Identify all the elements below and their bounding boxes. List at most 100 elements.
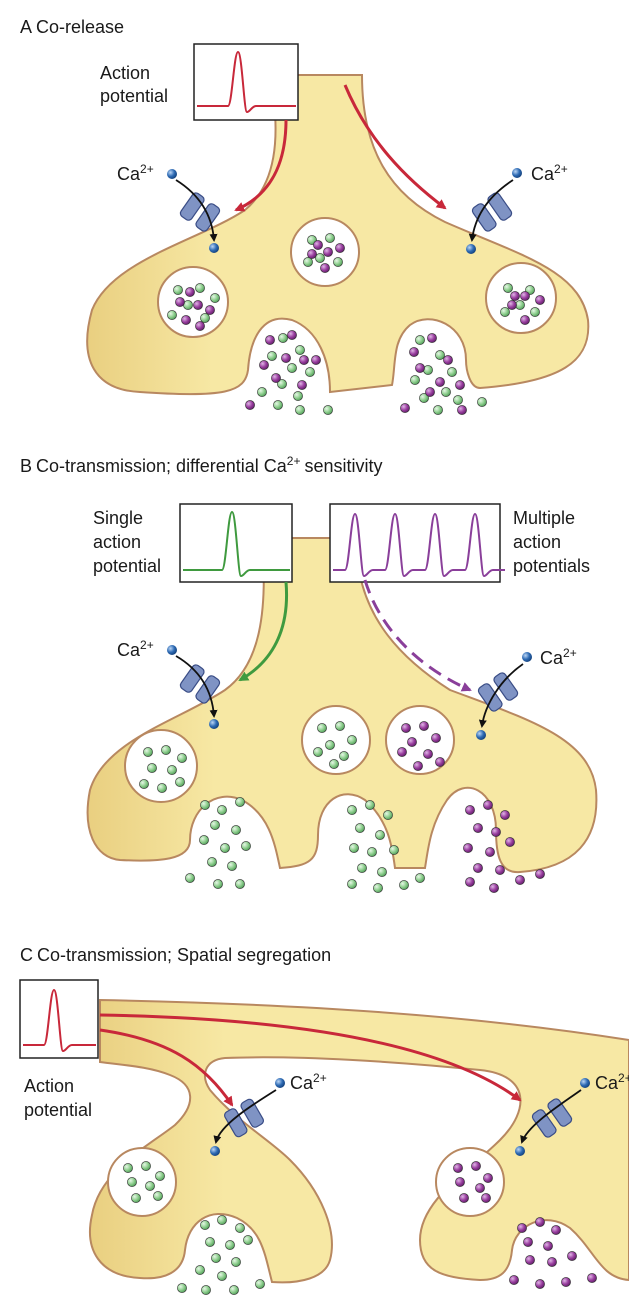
- transmitter-molecule: [235, 879, 245, 889]
- transmitter-molecule: [410, 375, 420, 385]
- transmitter-molecule: [311, 355, 321, 365]
- transmitter-molecule: [175, 777, 185, 787]
- transmitter-molecule: [561, 1277, 571, 1287]
- transmitter-molecule: [235, 1223, 245, 1233]
- transmitter-molecule: [227, 861, 237, 871]
- multiple-action-potentials-trace: [329, 503, 505, 583]
- signal-arrow-right: [99, 1013, 522, 1102]
- panel-b-title: B Co-transmission; differential Ca2+ sensi…: [20, 454, 383, 476]
- trace-label-line1: Action: [24, 1076, 74, 1096]
- transmitter-molecule: [447, 367, 457, 377]
- transmitter-molecule: [317, 723, 327, 733]
- transmitter-molecule: [419, 721, 429, 731]
- transmitter-molecule: [145, 1181, 155, 1191]
- transmitter-molecule: [307, 249, 317, 259]
- calcium-channel-icon: [224, 1098, 264, 1138]
- transmitter-molecule: [443, 355, 453, 365]
- transmitter-molecule: [347, 805, 357, 815]
- transmitter-molecule: [267, 351, 277, 361]
- trace-label-line2: potential: [24, 1100, 92, 1120]
- transmitter-molecule: [389, 845, 399, 855]
- transmitter-molecule: [201, 1285, 211, 1295]
- ion-label-right: Ca2+: [531, 162, 568, 184]
- transmitter-molecule: [535, 1217, 545, 1227]
- calcium-ion-icon: [512, 168, 522, 178]
- transmitter-molecule: [181, 315, 191, 325]
- transmitter-molecule: [433, 405, 443, 415]
- transmitter-molecule: [525, 1255, 535, 1265]
- transmitter-molecule: [147, 763, 157, 773]
- transmitter-molecule: [383, 810, 393, 820]
- transmitter-molecule: [303, 257, 313, 267]
- transmitter-molecule: [399, 880, 409, 890]
- calcium-ion-icon: [167, 169, 177, 179]
- transmitter-molecule: [123, 1163, 133, 1173]
- transmitter-molecule: [431, 733, 441, 743]
- transmitter-molecule: [453, 395, 463, 405]
- transmitter-molecule: [220, 843, 230, 853]
- transmitter-molecule: [415, 363, 425, 373]
- transmitter-molecule: [210, 293, 220, 303]
- calcium-ion-icon: [209, 719, 219, 729]
- transmitter-molecule: [255, 1279, 265, 1289]
- transmitter-molecule: [530, 307, 540, 317]
- transmitter-molecule: [520, 291, 530, 301]
- transmitter-molecule: [323, 247, 333, 257]
- action-potential-trace: [193, 43, 299, 121]
- ion-label-left: Ca2+: [290, 1071, 327, 1093]
- transmitter-molecule: [500, 307, 510, 317]
- transmitter-molecule: [543, 1241, 553, 1251]
- calcium-channel-icon: [531, 1098, 573, 1138]
- transmitter-molecule: [339, 751, 349, 761]
- transmitter-molecule: [257, 387, 267, 397]
- transmitter-molecule: [453, 1163, 463, 1173]
- transmitter-molecule: [349, 843, 359, 853]
- transmitter-molecule: [141, 1161, 151, 1171]
- multiple-label-line3: potentials: [513, 556, 590, 576]
- multiple-label-line1: Multiple: [513, 508, 575, 528]
- transmitter-molecule: [495, 865, 505, 875]
- transmitter-molecule: [217, 805, 227, 815]
- transmitter-molecule: [441, 387, 451, 397]
- transmitter-molecule: [217, 1215, 227, 1225]
- transmitter-molecule: [157, 783, 167, 793]
- transmitter-molecule: [547, 1257, 557, 1267]
- transmitter-molecule: [465, 805, 475, 815]
- transmitter-molecule: [473, 863, 483, 873]
- transmitter-molecule: [335, 721, 345, 731]
- calcium-ion-icon: [522, 652, 532, 662]
- transmitter-molecule: [489, 883, 499, 893]
- transmitter-molecule: [400, 403, 410, 413]
- transmitter-molecule: [455, 380, 465, 390]
- transmitter-molecule: [313, 240, 323, 250]
- transmitter-molecule: [587, 1273, 597, 1283]
- transmitter-molecule: [195, 283, 205, 293]
- panel-b: B Co-transmission; differential Ca2+ sensi…: [20, 454, 598, 893]
- transmitter-molecules-b: [139, 721, 545, 893]
- transmitter-molecule: [510, 291, 520, 301]
- transmitter-molecule: [211, 1253, 221, 1263]
- transmitter-molecule: [325, 740, 335, 750]
- transmitter-molecule: [213, 879, 223, 889]
- calcium-ion-icon: [580, 1078, 590, 1088]
- transmitter-molecule: [200, 1220, 210, 1230]
- transmitter-molecule: [200, 800, 210, 810]
- signal-arrow-right: [343, 84, 447, 210]
- transmitter-molecule: [567, 1251, 577, 1261]
- transmitter-molecule: [377, 867, 387, 877]
- transmitter-molecule: [281, 353, 291, 363]
- panel-a-title: A Co-release: [20, 17, 124, 37]
- transmitter-molecule: [425, 387, 435, 397]
- transmitter-molecule: [475, 1183, 485, 1193]
- transmitter-molecule: [271, 373, 281, 383]
- transmitter-molecule: [491, 827, 501, 837]
- transmitter-molecule: [419, 393, 429, 403]
- transmitter-molecule: [245, 400, 255, 410]
- transmitter-molecule: [278, 333, 288, 343]
- transmitter-molecule: [401, 723, 411, 733]
- transmitter-molecule: [173, 285, 183, 295]
- transmitter-molecule: [535, 1279, 545, 1289]
- single-label-line1: Single: [93, 508, 143, 528]
- transmitter-molecule: [299, 355, 309, 365]
- transmitter-molecule: [435, 757, 445, 767]
